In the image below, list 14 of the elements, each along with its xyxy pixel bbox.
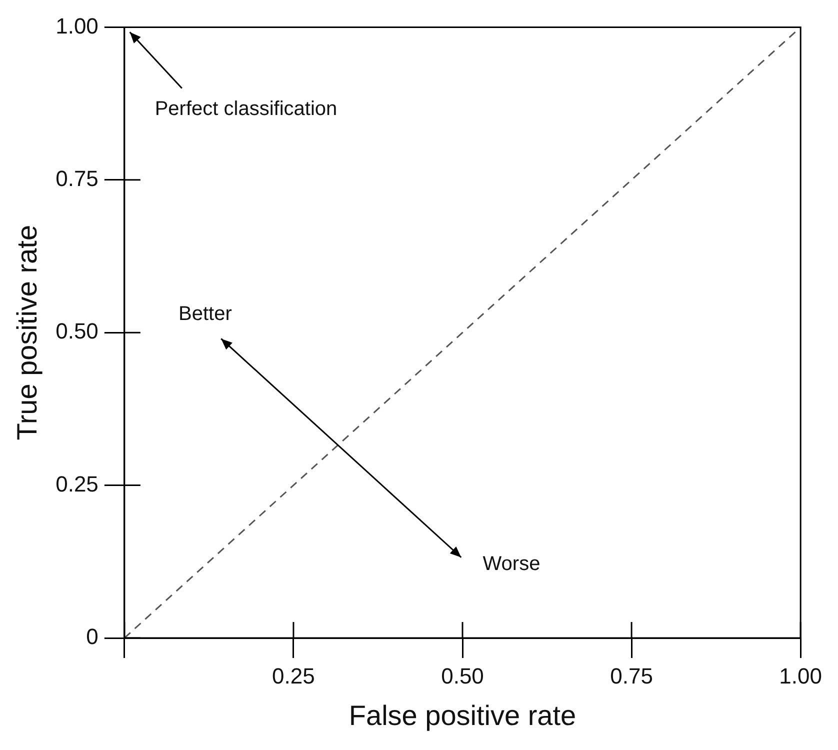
x-tick-label: 1.00	[779, 663, 822, 688]
y-tick-label: 1.00	[56, 13, 98, 38]
annotation: Worse	[482, 553, 540, 576]
x-tick-label: 0.50	[441, 663, 484, 688]
x-axis-title: False positive rate	[348, 700, 576, 731]
y-tick-label: 0.50	[56, 318, 98, 344]
annotation: Better	[178, 302, 232, 325]
y-tick-label: 0	[86, 624, 98, 650]
x-tick-label: 0.25	[272, 663, 315, 688]
annotation: Perfect classification	[154, 98, 338, 120]
y-tick-label: 0.25	[56, 471, 98, 496]
y-axis-title: True positive rate	[12, 224, 43, 440]
x-tick-label: 0.75	[610, 663, 653, 688]
y-tick-label: 0.75	[56, 166, 98, 191]
